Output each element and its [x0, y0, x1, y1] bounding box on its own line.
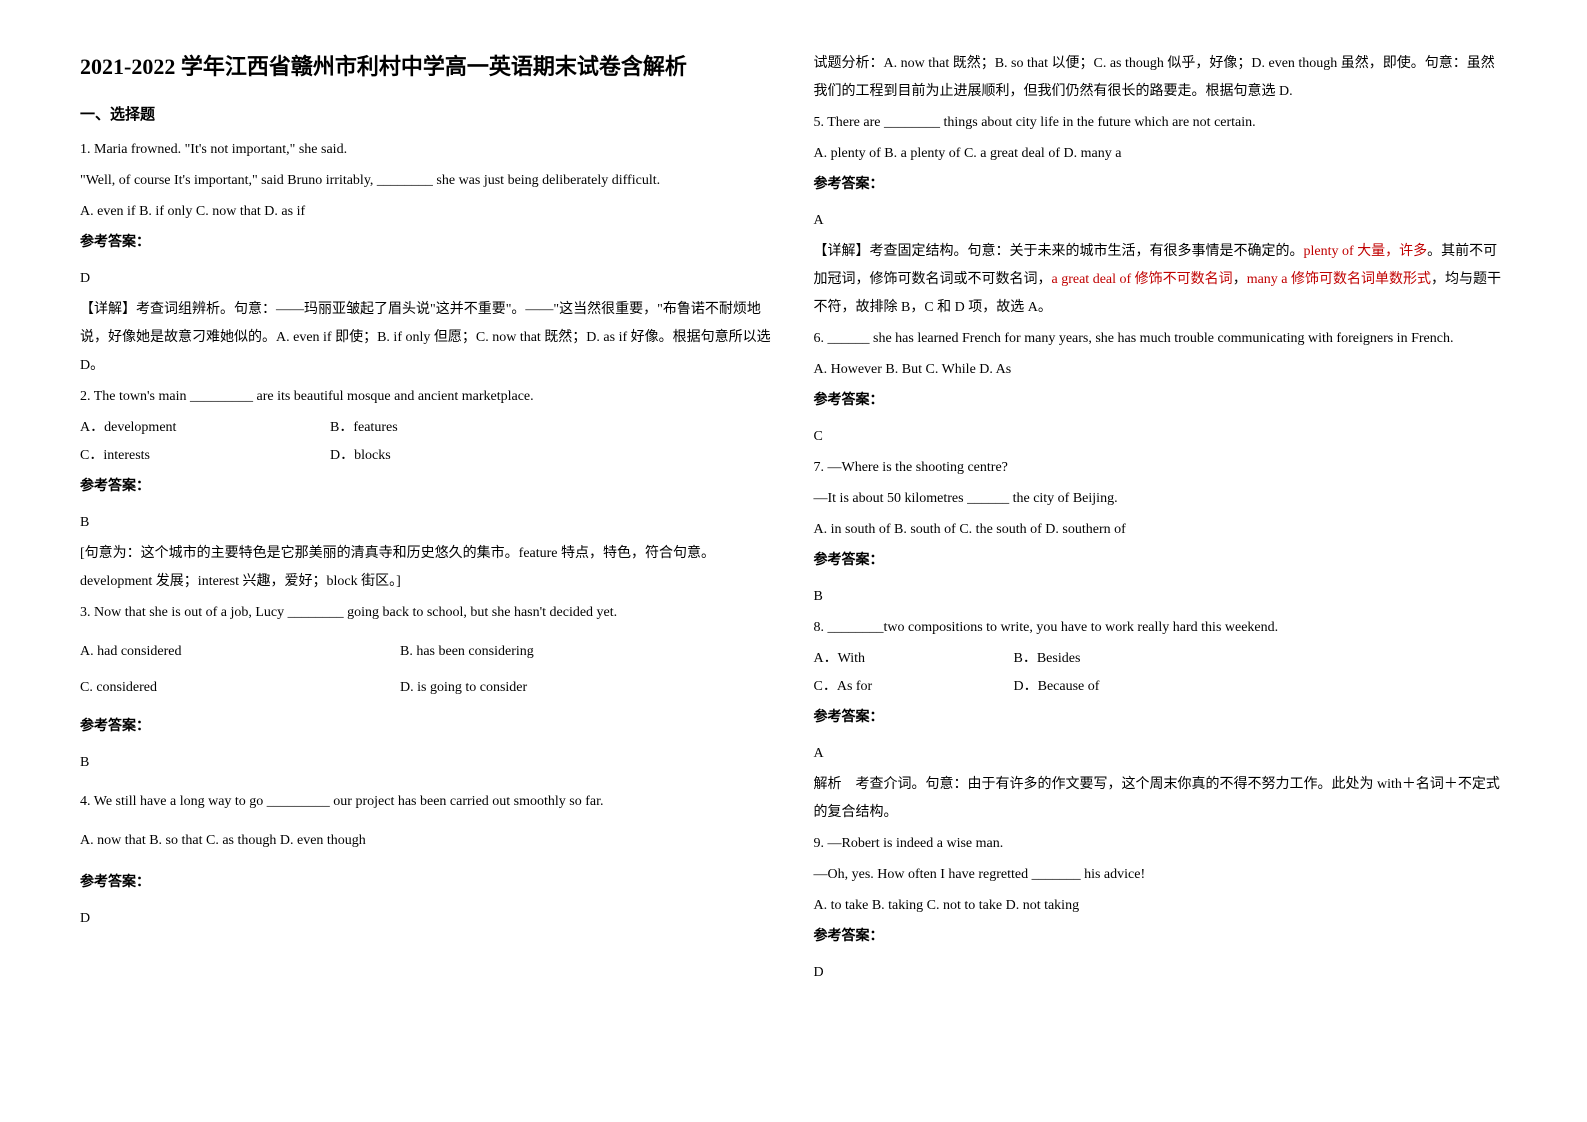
q9-line2: —Oh, yes. How often I have regretted ___…	[814, 861, 1508, 889]
q8-answer-label: 参考答案：	[814, 704, 1508, 732]
q8-optD: D．Because of	[1014, 673, 1264, 701]
q4-answer: D	[80, 905, 774, 933]
q7-line1: 7. —Where is the shooting centre?	[814, 454, 1508, 482]
q5-line1: 5. There are ________ things about city …	[814, 109, 1508, 137]
q8-explain: 解析 考查介词。句意：由于有许多的作文要写，这个周末你真的不得不努力工作。此处为…	[814, 771, 1508, 827]
q9-answer: D	[814, 959, 1508, 987]
q3-line1: 3. Now that she is out of a job, Lucy __…	[80, 599, 774, 627]
left-column: 2021-2022 学年江西省赣州市利村中学高一英语期末试卷含解析 一、选择题 …	[60, 50, 794, 1072]
q8-optC: C．As for	[814, 673, 1014, 701]
q8-line1: 8. ________two compositions to write, yo…	[814, 614, 1508, 642]
q8-options-row1: A．With B．Besides	[814, 645, 1508, 673]
q7-options: A. in south of B. south of C. the south …	[814, 516, 1508, 544]
q3-optA: A. had considered	[80, 638, 400, 666]
q3-optB: B. has been considering	[400, 638, 650, 666]
q6-options: A. However B. But C. While D. As	[814, 356, 1508, 384]
q2-optD: D．blocks	[330, 442, 580, 470]
q7-answer: B	[814, 583, 1508, 611]
q1-answer-label: 参考答案：	[80, 229, 774, 257]
q7-answer-label: 参考答案：	[814, 547, 1508, 575]
q2-optA: A．development	[80, 414, 330, 442]
q9-answer-label: 参考答案：	[814, 923, 1508, 951]
q8-optA: A．With	[814, 645, 1014, 673]
q5-answer: A	[814, 207, 1508, 235]
q4-answer-label: 参考答案：	[80, 869, 774, 897]
q1-line1: 1. Maria frowned. "It's not important," …	[80, 136, 774, 164]
q6-answer: C	[814, 423, 1508, 451]
q8-optB: B．Besides	[1014, 645, 1264, 673]
q1-answer: D	[80, 265, 774, 293]
q2-optC: C．interests	[80, 442, 330, 470]
q5-options: A. plenty of B. a plenty of C. a great d…	[814, 140, 1508, 168]
q1-line2: "Well, of course It's important," said B…	[80, 167, 774, 195]
q7-line2: —It is about 50 kilometres ______ the ci…	[814, 485, 1508, 513]
q3-optD: D. is going to consider	[400, 674, 650, 702]
q6-answer-label: 参考答案：	[814, 387, 1508, 415]
q8-options-row2: C．As for D．Because of	[814, 673, 1508, 701]
q3-answer-label: 参考答案：	[80, 713, 774, 741]
q1-explain: 【详解】考查词组辨析。句意：——玛丽亚皱起了眉头说"这并不重要"。——"这当然很…	[80, 296, 774, 380]
q6-line1: 6. ______ she has learned French for man…	[814, 325, 1508, 353]
right-column: 试题分析：A. now that 既然；B. so that 以便；C. as …	[794, 50, 1528, 1072]
q2-line1: 2. The town's main _________ are its bea…	[80, 383, 774, 411]
q9-line1: 9. —Robert is indeed a wise man.	[814, 830, 1508, 858]
q2-explain: [句意为：这个城市的主要特色是它那美丽的清真寺和历史悠久的集市。feature …	[80, 540, 774, 596]
q4-line1: 4. We still have a long way to go ______…	[80, 788, 774, 816]
q2-options-row1: A．development B．features	[80, 414, 774, 442]
q4-options: A. now that B. so that C. as though D. e…	[80, 827, 774, 855]
q5-answer-label: 参考答案：	[814, 171, 1508, 199]
q3-options-row2: C. considered D. is going to consider	[80, 674, 774, 702]
q2-optB: B．features	[330, 414, 580, 442]
q4-explain: 试题分析：A. now that 既然；B. so that 以便；C. as …	[814, 50, 1508, 106]
q8-answer: A	[814, 740, 1508, 768]
q2-answer: B	[80, 509, 774, 537]
q3-answer: B	[80, 749, 774, 777]
q9-options: A. to take B. taking C. not to take D. n…	[814, 892, 1508, 920]
section-heading: 一、选择题	[80, 103, 774, 124]
q2-options-row2: C．interests D．blocks	[80, 442, 774, 470]
page-title: 2021-2022 学年江西省赣州市利村中学高一英语期末试卷含解析	[80, 50, 774, 83]
q5-explain: 【详解】考查固定结构。句意：关于未来的城市生活，有很多事情是不确定的。plent…	[814, 238, 1508, 322]
q1-options: A. even if B. if only C. now that D. as …	[80, 198, 774, 226]
q3-optC: C. considered	[80, 674, 400, 702]
q3-options-row1: A. had considered B. has been considerin…	[80, 638, 774, 666]
q2-answer-label: 参考答案：	[80, 473, 774, 501]
